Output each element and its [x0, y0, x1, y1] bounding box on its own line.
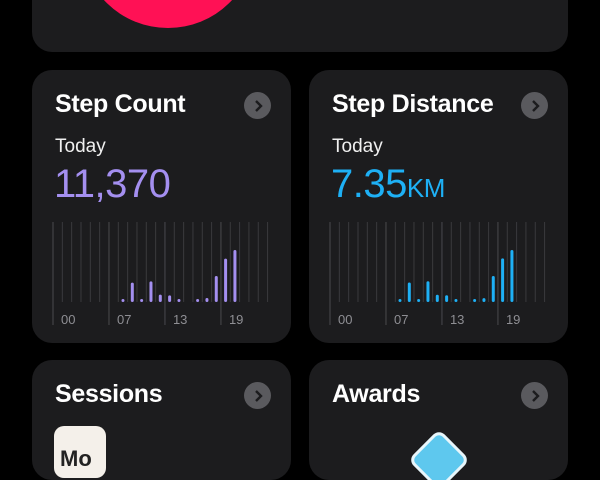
- bar-hour-9: [417, 299, 421, 302]
- bar-hour-10: [426, 281, 430, 302]
- card-title: Sessions: [55, 380, 163, 408]
- step-count-card[interactable]: Step Count Today 11,370 00 07 13 19: [32, 70, 291, 343]
- sessions-card[interactable]: Sessions Mo: [32, 360, 291, 480]
- step-distance-chart: 00 07 13 19: [329, 222, 546, 327]
- bar-hour-8: [130, 282, 134, 302]
- bar-hour-7: [398, 299, 402, 302]
- chevron-right-icon[interactable]: [244, 92, 271, 119]
- bar-hour-13: [454, 299, 458, 302]
- x-tick-label: 19: [229, 312, 243, 327]
- bar-hour-7: [121, 299, 125, 302]
- bar-hour-19: [233, 250, 237, 302]
- step-distance-value: 7.35KM: [331, 162, 445, 206]
- card-title: Awards: [332, 380, 421, 408]
- x-tick-label: 07: [394, 312, 408, 327]
- period-label: Today: [332, 136, 383, 157]
- card-title: Step Count: [55, 90, 186, 118]
- bar-hour-15: [196, 299, 200, 302]
- chevron-right-icon[interactable]: [244, 382, 271, 409]
- bar-hour-9: [140, 299, 144, 302]
- bar-hour-15: [473, 299, 477, 302]
- x-tick-label: 00: [338, 312, 352, 327]
- chevron-right-icon[interactable]: [521, 382, 548, 409]
- bar-hour-17: [491, 276, 495, 302]
- bar-hour-18: [224, 258, 228, 302]
- x-tick-label: 13: [173, 312, 187, 327]
- move-ring: [82, 0, 254, 28]
- period-label: Today: [55, 136, 106, 157]
- bar-hour-10: [149, 281, 153, 302]
- session-thumbnail[interactable]: Mo: [54, 426, 106, 478]
- x-tick-label: 07: [117, 312, 131, 327]
- bar-hour-13: [177, 299, 181, 302]
- x-tick-label: 00: [61, 312, 75, 327]
- bar-hour-8: [407, 282, 411, 302]
- chevron-right-icon[interactable]: [521, 92, 548, 119]
- bar-hour-12: [168, 295, 172, 302]
- award-badge-icon: [407, 428, 471, 480]
- bar-hour-17: [214, 276, 218, 302]
- bar-hour-11: [158, 294, 162, 302]
- step-count-chart: 00 07 13 19: [52, 222, 269, 327]
- x-tick-label: 13: [450, 312, 464, 327]
- bar-hour-16: [205, 298, 209, 302]
- bar-hour-19: [510, 250, 514, 302]
- step-count-value: 11,370: [54, 162, 171, 206]
- bar-hour-18: [501, 258, 505, 302]
- activity-rings-card[interactable]: [32, 0, 568, 52]
- awards-card[interactable]: Awards: [309, 360, 568, 480]
- bar-hour-11: [435, 294, 439, 302]
- card-title: Step Distance: [332, 90, 494, 118]
- x-tick-label: 19: [506, 312, 520, 327]
- bar-hour-12: [445, 295, 449, 302]
- step-distance-card[interactable]: Step Distance Today 7.35KM 00 07 13 19: [309, 70, 568, 343]
- bar-hour-16: [482, 298, 486, 302]
